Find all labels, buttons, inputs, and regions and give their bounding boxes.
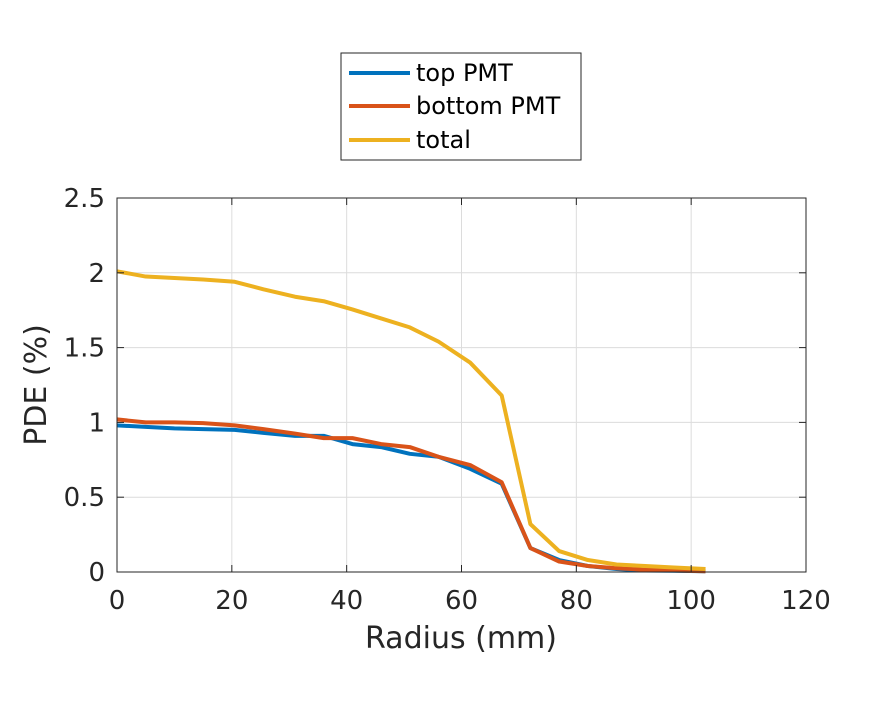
legend-label-top-pmt: top PMT [416, 59, 513, 87]
x-tick-label: 40 [330, 586, 363, 616]
legend-label-total: total [416, 126, 471, 154]
y-tick-label: 1 [88, 408, 105, 438]
x-tick-label: 80 [560, 586, 593, 616]
x-tick-label: 60 [445, 586, 478, 616]
y-tick-label: 0 [88, 558, 105, 588]
x-tick-label: 120 [781, 586, 831, 616]
x-tick-label: 0 [109, 586, 126, 616]
series-group [116, 269, 706, 574]
legend: top PMT bottom PMT total [340, 52, 582, 161]
series-line-total [116, 269, 706, 572]
x-axis: 0 20 40 60 80 100 120 [109, 198, 831, 616]
series-line-bottom-pmt [116, 417, 706, 574]
y-axis: 0 0.5 1 1.5 2 2.5 [64, 184, 806, 588]
y-tick-label: 0.5 [64, 483, 105, 513]
x-axis-label: Radius (mm) [365, 621, 557, 656]
legend-label-bottom-pmt: bottom PMT [416, 92, 561, 120]
y-tick-label: 2 [88, 259, 105, 289]
x-tick-label: 20 [215, 586, 248, 616]
x-tick-label: 100 [666, 586, 716, 616]
y-tick-label: 1.5 [64, 334, 105, 364]
y-tick-label: 2.5 [64, 184, 105, 214]
y-axis-label: PDE (%) [19, 324, 54, 446]
